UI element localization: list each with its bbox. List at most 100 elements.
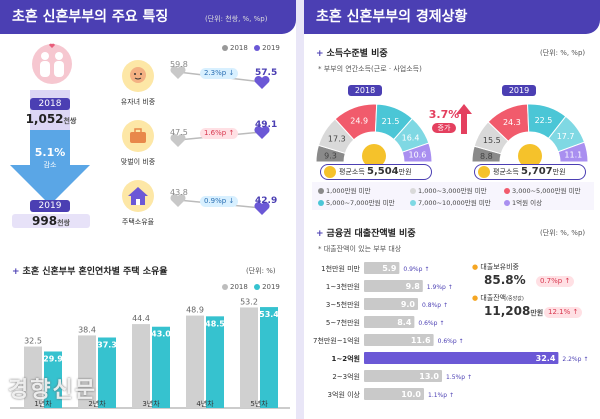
loan-category-5: 1~2억원 (332, 354, 361, 363)
dumbbell-1-delta: 1.6%p ↑ (200, 128, 239, 139)
donut-2018-year: 2018 (348, 85, 382, 96)
avg-2019-unit: 만원 (552, 168, 566, 176)
bar-category-1: 2년차 (88, 399, 106, 408)
legend-item-5-text: 1억원 이상 (512, 199, 543, 207)
legend-item-2-dot (504, 188, 510, 194)
house-icon (122, 180, 154, 212)
bar-2018-label-1: 38.4 (78, 325, 96, 334)
loan-bar-7 (364, 388, 424, 400)
plus-icon: + (316, 49, 324, 59)
income-donuts: 9.3 17.3 24.9 21.516.4 10.6 8.8 15.524.3 22.5 17… (315, 103, 589, 168)
loan-amt-label-text: 대출잔액 (480, 294, 507, 302)
dumbbell-0-heart-2019 (254, 75, 270, 89)
income-diff-label: 증가 (432, 123, 456, 133)
legend-item-0-text: 1,000만원 미만 (326, 187, 371, 195)
avg-2018-unit: 만원 (398, 168, 412, 176)
donut-2019-slice-label-2: 24.3 (503, 118, 521, 127)
legend-item-3-dot (318, 200, 324, 206)
income-diff: 3.7% (428, 108, 460, 121)
baby-icon (122, 60, 154, 92)
legend-2018: 2018 (230, 44, 248, 52)
bar-2019-label-3: 48.5 (205, 319, 225, 328)
bar-legend-2019: 2019 (262, 283, 280, 291)
count-2019-unit: 천쌍 (57, 219, 70, 227)
loan-bar-3 (364, 316, 415, 328)
plus-icon: + (316, 229, 324, 239)
bar-2019-label-4: 53.4 (259, 310, 279, 319)
loan-bar-5 (364, 352, 559, 364)
loan-bar-change-7: 1.1%p ↑ (428, 392, 454, 399)
loan-category-0: 1천만원 미만 (321, 264, 360, 273)
watermark: 경향신문 (8, 378, 97, 403)
dumbbell-2-v2018: 43.8 (170, 188, 188, 197)
loan-ratio-chg-text: 0.7%p (540, 277, 563, 285)
dumbbell-chart (170, 65, 270, 215)
loan-bar-value-0: 5.9 (382, 264, 397, 273)
couple-icon (32, 43, 72, 84)
loan-bar-1 (364, 280, 423, 292)
count-2018-unit: 천쌍 (63, 117, 77, 125)
count-2019-value: 998 (32, 214, 58, 228)
bar-section-title: + 초혼 신혼부부 혼인연차별 주택 소유율 (12, 264, 168, 277)
loan-ratio: 85.8% (484, 273, 526, 287)
legend-item-1-text: 1,000~3,000만원 미만 (418, 187, 487, 195)
donut-2018-slice-label-2: 24.9 (350, 117, 368, 126)
loan-amt-sub: (중앙값) (506, 296, 524, 302)
donut-2019-year: 2019 (502, 85, 536, 96)
loan-bar-change-4: 0.6%p ↑ (438, 338, 464, 345)
donut-2018-slice-label-4: 16.4 (402, 133, 420, 142)
loan-unit: (단위: %, %p) (540, 229, 586, 237)
income-note: * 부부의 연간소득(근로 · 사업소득) (318, 65, 422, 73)
bullet-icon: ● (472, 263, 479, 271)
dumbbell-1-heart-2018 (170, 133, 186, 147)
loan-amt-label: ● 대출잔액(중앙값) (472, 293, 524, 303)
bar-legend-2018: 2018 (230, 283, 248, 291)
bar-2019-label-0: 29.9 (43, 354, 63, 363)
legend-2019: 2019 (262, 44, 280, 52)
donut-2018-coin (362, 144, 386, 168)
bar-2018-0 (24, 346, 42, 408)
bullet-icon: ● (472, 294, 479, 302)
donut-2019-slice-label-3: 22.5 (535, 116, 553, 125)
donut-2019-coin (518, 144, 542, 168)
bar-legend: 2018 2019 (222, 283, 280, 291)
left-panel: 초혼 신혼부부의 주요 특징 (단위: 천쌍, %, %p) 2018 2019… (0, 0, 296, 419)
right-panel: 초혼 신혼부부의 경제상황 + 소득수준별 비중 (단위: %, %p) * 부부… (304, 0, 600, 419)
bar-2019-label-2: 43.0 (151, 330, 171, 339)
bar-2018-2 (132, 324, 150, 408)
loan-category-1: 1~3천만원 (326, 282, 360, 291)
avg-2018-label: 평균소득 (339, 168, 365, 176)
bar-2018-1 (78, 335, 96, 408)
count-2018-value: 1,052 (25, 112, 64, 126)
bar-category-2: 3년차 (142, 399, 160, 408)
dumbbell-0-delta: 2.3%p ↓ (200, 68, 239, 79)
left-unit: (단위: 천쌍, %, %p) (205, 15, 268, 23)
avg-2019-value: 5,707 (521, 166, 553, 177)
donut-2018-slice-5 (401, 142, 433, 163)
year-2018-pill: 2018 (30, 98, 70, 110)
count-2019: 998천쌍 (12, 214, 90, 228)
donut-2018-slice-label-0: 9.3 (324, 152, 337, 161)
change-label: 감소 (43, 161, 57, 169)
avg-2019-label: 평균소득 (493, 168, 519, 176)
donut-2019-slice-5 (557, 141, 589, 163)
loan-amt-value: 11,208 (484, 304, 531, 318)
dumbbell-1-delta-text: 1.6%p (204, 129, 227, 137)
income-section-title-text: 소득수준별 비중 (326, 49, 388, 59)
loan-amt-chg-text: 12.1% (548, 308, 571, 316)
loan-bar-value-5: 32.4 (536, 354, 556, 363)
legend-item-4-dot (410, 200, 416, 206)
right-panel-title: 초혼 신혼부부의 경제상황 (304, 0, 600, 34)
loan-bar-value-6: 13.0 (419, 372, 439, 381)
loan-bar-change-6: 1.5%p ↑ (446, 374, 472, 381)
loan-bar-change-3: 0.6%p ↑ (418, 320, 444, 327)
avg-income-2019: 평균소득 5,707만원 (474, 164, 586, 180)
bar-2019-2 (152, 326, 170, 408)
dumbbell-1-v2019: 49.1 (255, 120, 278, 130)
avg-income-2018: 평균소득 5,504만원 (320, 164, 432, 180)
loan-category-6: 2~3억원 (332, 372, 360, 381)
dumbbell-2-v2019: 42.9 (255, 196, 278, 206)
loan-bar-4 (364, 334, 434, 346)
bar-2019-4 (260, 307, 278, 408)
loan-note: * 대출잔액이 있는 부부 대상 (318, 245, 402, 253)
